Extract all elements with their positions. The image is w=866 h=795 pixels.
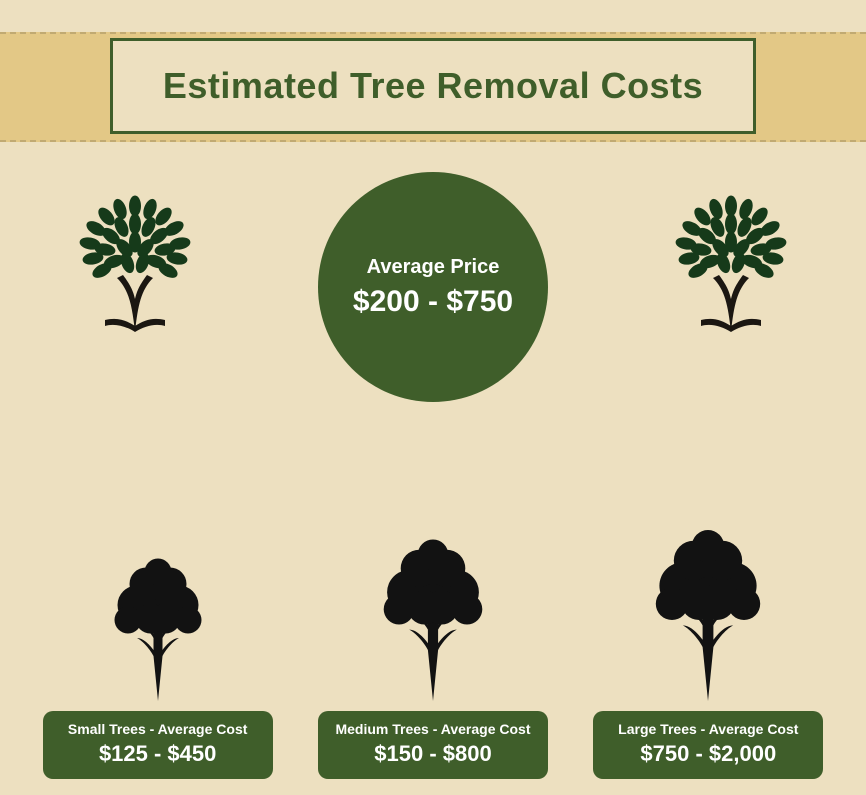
cost-pill: Small Trees - Average Cost $125 - $450: [43, 711, 273, 779]
cost-pill-value: $750 - $2,000: [609, 741, 807, 767]
tree-silhouette-icon: [578, 441, 838, 701]
page-title: Estimated Tree Removal Costs: [163, 65, 703, 107]
average-price-value: $200 - $750: [353, 285, 513, 319]
cost-pill: Large Trees - Average Cost $750 - $2,000: [593, 711, 823, 779]
average-price-circle: Average Price $200 - $750: [318, 172, 548, 402]
cost-pill-value: $125 - $450: [59, 741, 257, 767]
tree-silhouette-icon: [28, 441, 288, 701]
cost-pill: Medium Trees - Average Cost $150 - $800: [318, 711, 548, 779]
tree-icon: [60, 182, 210, 337]
tree-icon: [656, 182, 806, 337]
average-price-label: Average Price: [367, 256, 500, 279]
category-large: Large Trees - Average Cost $750 - $2,000: [578, 441, 838, 779]
infographic-root: Estimated Tree Removal Costs Average Pri…: [0, 0, 866, 795]
category-medium: Medium Trees - Average Cost $150 - $800: [303, 441, 563, 779]
cost-pill-value: $150 - $800: [334, 741, 532, 767]
title-box: Estimated Tree Removal Costs: [110, 38, 756, 134]
category-small: Small Trees - Average Cost $125 - $450: [28, 441, 288, 779]
content-area: Average Price $200 - $750 Small Trees - …: [0, 162, 866, 795]
cost-pill-label: Large Trees - Average Cost: [609, 721, 807, 737]
cost-pill-label: Medium Trees - Average Cost: [334, 721, 532, 737]
category-columns: Small Trees - Average Cost $125 - $450 M…: [0, 441, 866, 779]
tree-silhouette-icon: [303, 441, 563, 701]
cost-pill-label: Small Trees - Average Cost: [59, 721, 257, 737]
